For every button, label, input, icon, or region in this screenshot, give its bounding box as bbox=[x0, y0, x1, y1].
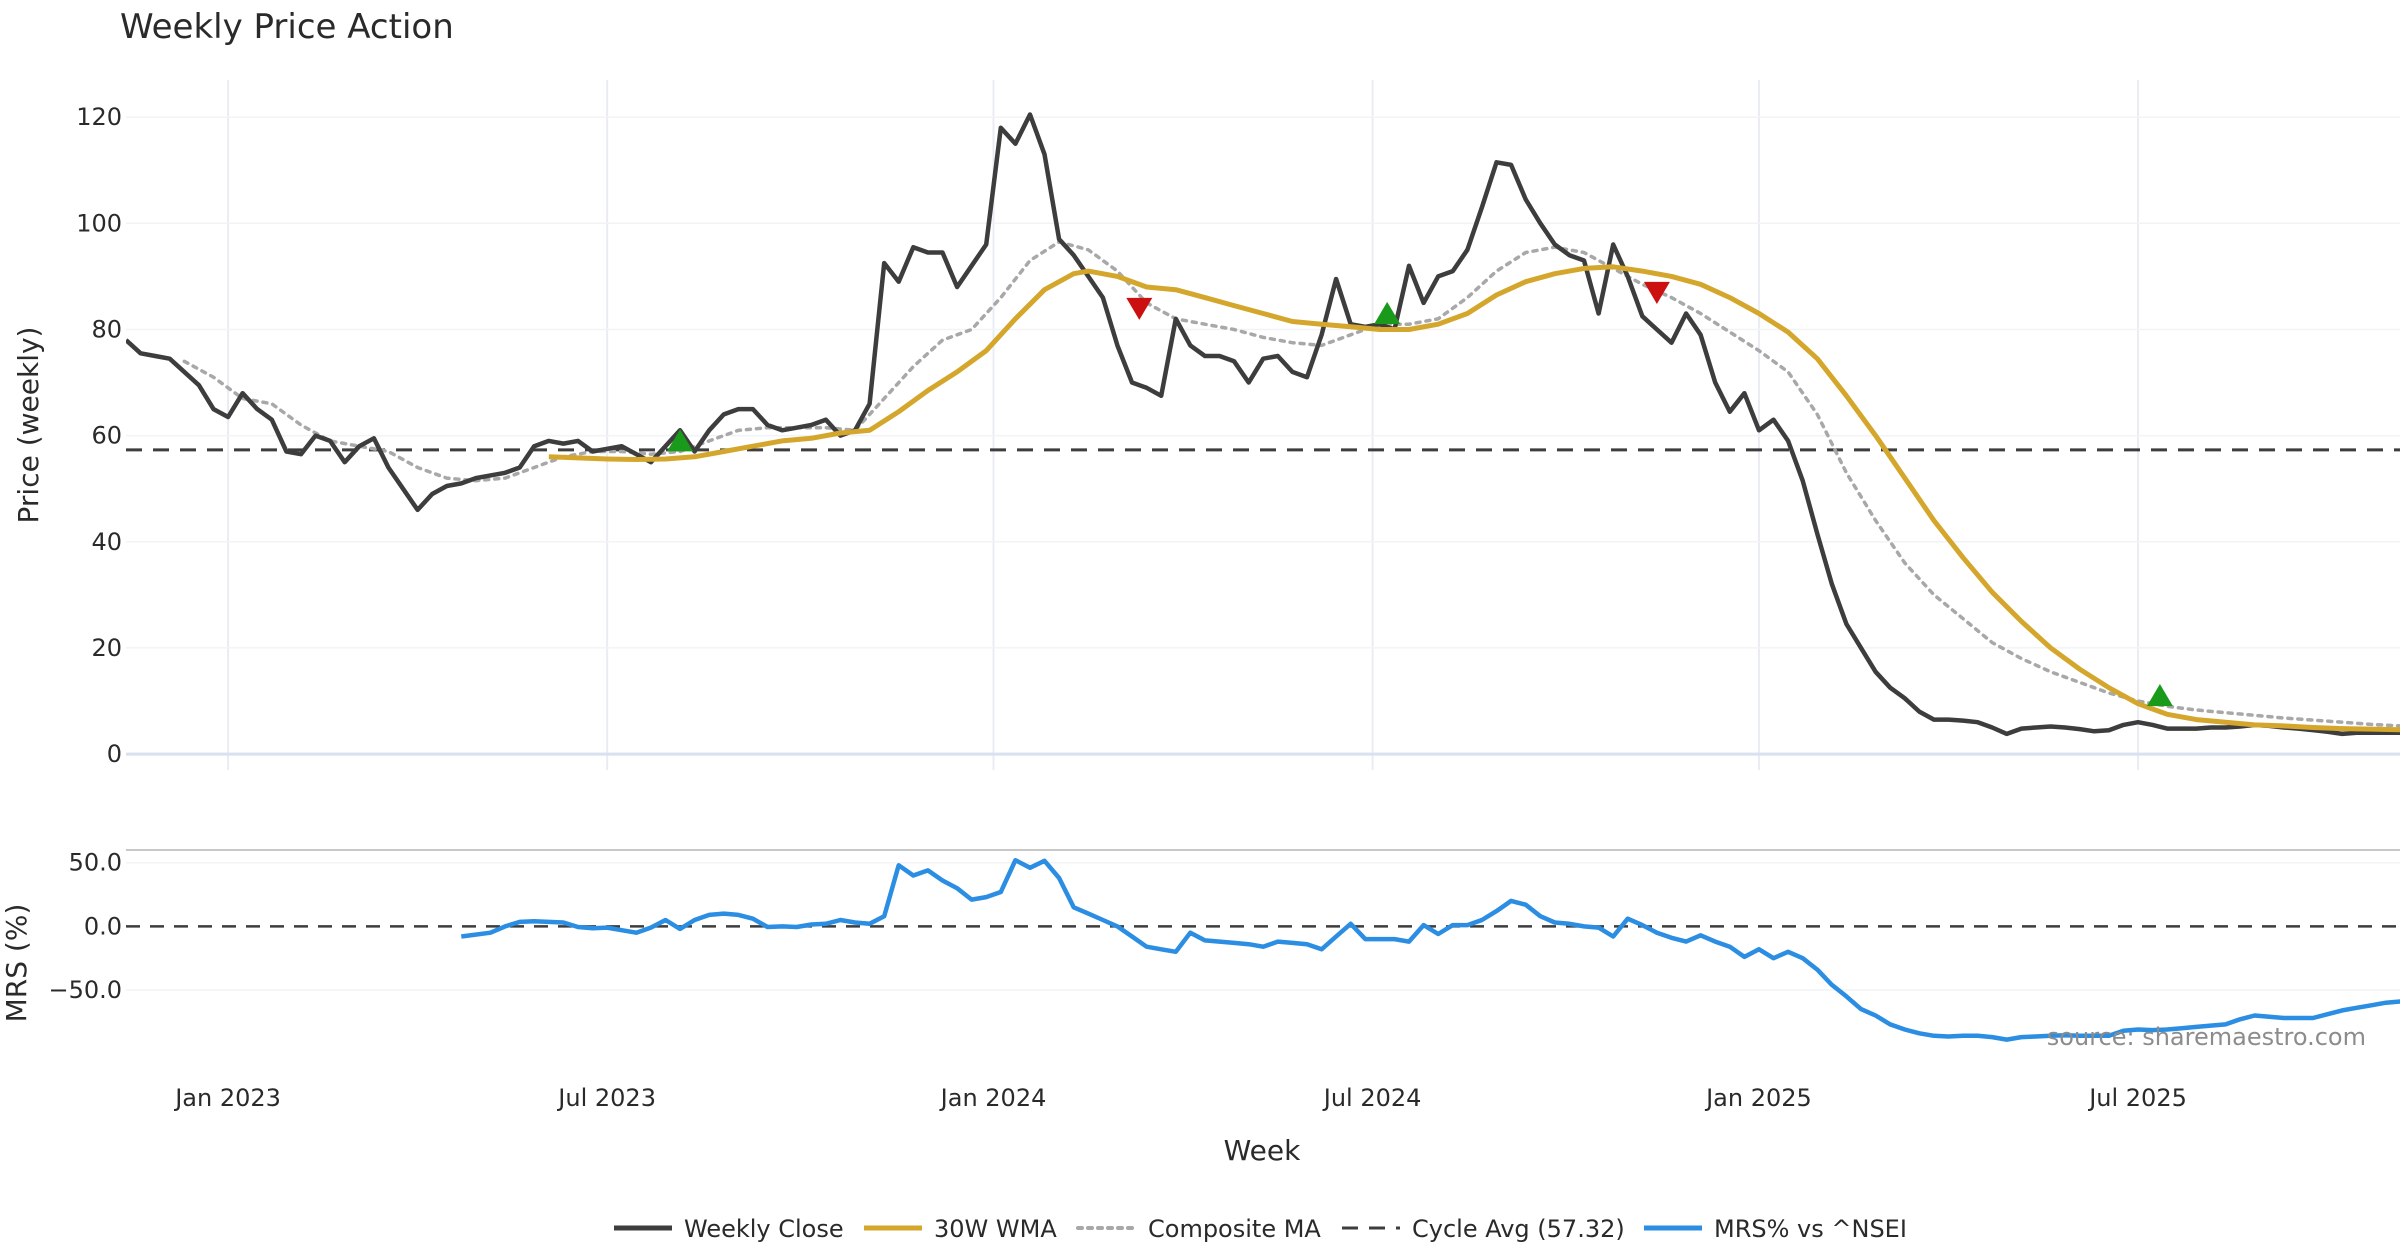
mrs-y-tick-label: −50.0 bbox=[48, 976, 122, 1004]
sell-signal-marker bbox=[1643, 281, 1670, 305]
x-axis-title: Week bbox=[1224, 1134, 1301, 1167]
chart-title: Weekly Price Action bbox=[120, 7, 454, 47]
x-tick-label: Jul 2024 bbox=[1322, 1084, 1422, 1112]
x-tick-label: Jan 2025 bbox=[1704, 1084, 1812, 1112]
buy-signal-marker bbox=[667, 429, 694, 452]
legend-label: 30W WMA bbox=[934, 1215, 1057, 1243]
mrs-line bbox=[461, 857, 2400, 1042]
x-tick-label: Jan 2023 bbox=[173, 1084, 281, 1112]
price-y-tick-label: 60 bbox=[91, 422, 122, 450]
sell-signal-marker bbox=[1126, 297, 1153, 320]
wma-30w-line bbox=[548, 264, 2400, 733]
weekly-close-line bbox=[126, 112, 2400, 737]
mrs-y-tick-label: 0.0 bbox=[84, 912, 122, 940]
mrs-y-tick-label: 50.0 bbox=[69, 849, 122, 877]
legend: Weekly Close 30W WMA Composite MA Cycle Avg… bbox=[614, 1215, 1907, 1243]
source-credit: source: sharemaestro.com bbox=[2047, 1023, 2366, 1051]
price-axis-title: Price (weekly) bbox=[12, 327, 45, 524]
buy-signal-marker bbox=[1374, 301, 1401, 324]
mrs-axis-title: MRS (%) bbox=[0, 904, 33, 1023]
price-y-tick-label: 0 bbox=[107, 740, 122, 768]
price-y-tick-label: 120 bbox=[76, 103, 122, 131]
x-tick-label: Jul 2023 bbox=[556, 1084, 656, 1112]
price-y-tick-label: 40 bbox=[91, 528, 122, 556]
composite-ma-line bbox=[182, 240, 2400, 728]
x-tick-label: Jul 2025 bbox=[2087, 1084, 2187, 1112]
price-y-tick-label: 80 bbox=[91, 315, 122, 343]
legend-label: Weekly Close bbox=[684, 1215, 844, 1243]
legend-label: MRS% vs ^NSEI bbox=[1714, 1215, 1907, 1243]
buy-signal-marker bbox=[2146, 683, 2173, 707]
legend-label: Composite MA bbox=[1148, 1215, 1321, 1243]
price-y-tick-label: 100 bbox=[76, 209, 122, 237]
price-y-tick-label: 20 bbox=[91, 634, 122, 662]
legend-label: Cycle Avg (57.32) bbox=[1412, 1215, 1625, 1243]
x-tick-label: Jan 2024 bbox=[939, 1084, 1047, 1112]
